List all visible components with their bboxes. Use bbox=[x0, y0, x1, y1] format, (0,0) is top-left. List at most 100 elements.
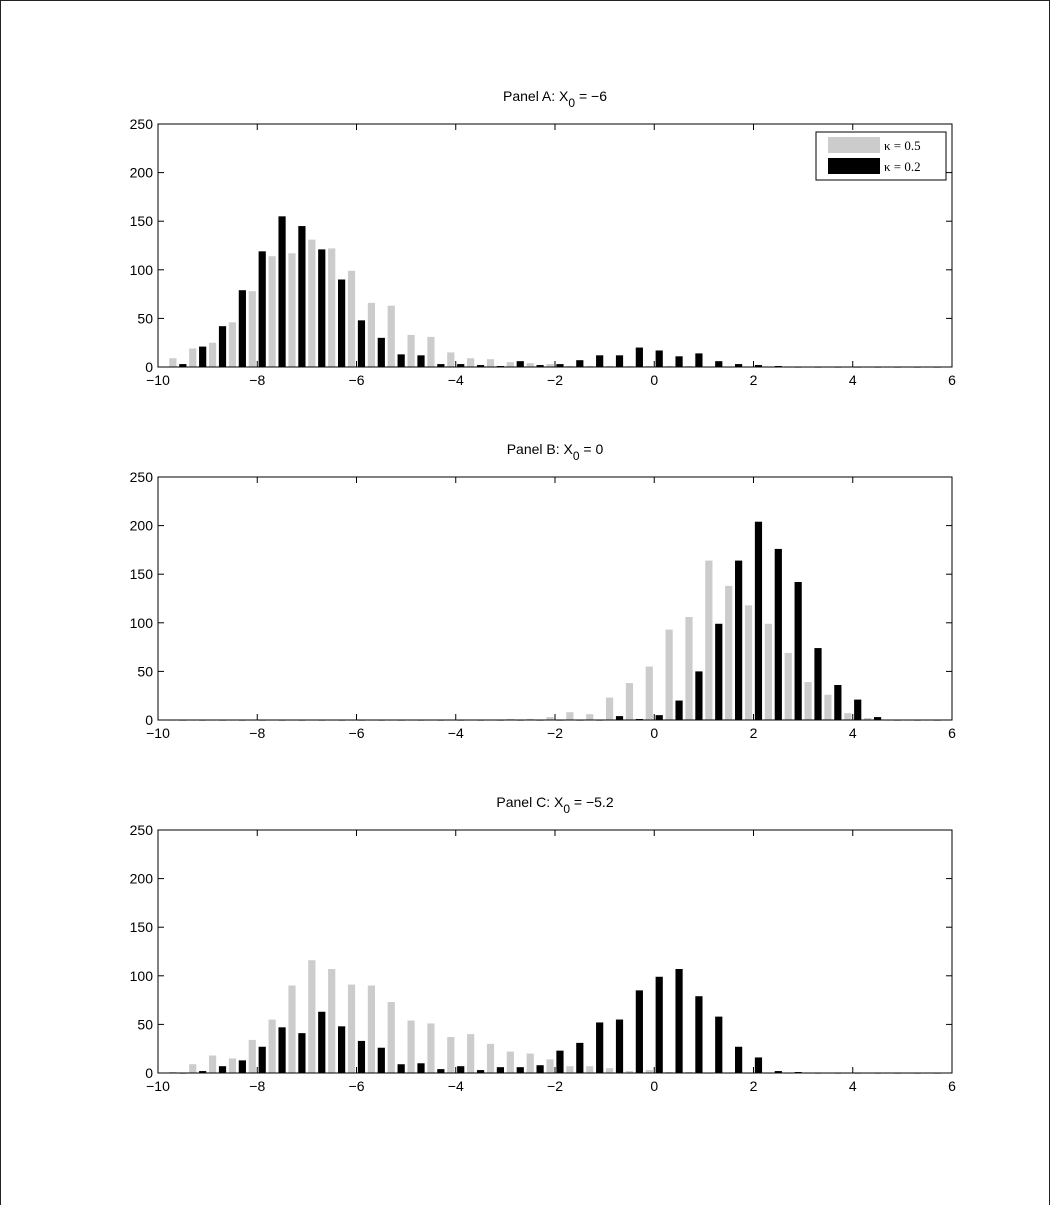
bar bbox=[556, 364, 564, 367]
bar bbox=[546, 717, 554, 720]
bar bbox=[655, 715, 663, 720]
bar bbox=[685, 616, 693, 720]
panel-c: Panel C: X0 = −5.2 −10 −8 −6 −4 −2 0 2 4 6 0 50 100 1… bbox=[130, 794, 956, 1094]
bar bbox=[486, 1043, 495, 1073]
bar bbox=[715, 1016, 723, 1073]
bar bbox=[268, 256, 276, 367]
bar bbox=[744, 605, 753, 720]
y-tick-label: 200 bbox=[130, 165, 154, 181]
legend-label: κ = 0.5 bbox=[884, 138, 921, 153]
x-tick-label: 0 bbox=[650, 725, 658, 741]
bar bbox=[387, 305, 395, 367]
bar bbox=[467, 358, 475, 367]
bar bbox=[437, 364, 445, 367]
y-tick-label: 250 bbox=[130, 469, 154, 485]
y-tick-label: 0 bbox=[145, 359, 153, 375]
bar bbox=[735, 1046, 743, 1073]
x-tick-label: −8 bbox=[249, 1078, 265, 1094]
bar bbox=[804, 682, 812, 720]
bar bbox=[844, 713, 852, 720]
x-tick-label: −8 bbox=[249, 372, 265, 388]
bar bbox=[318, 1011, 326, 1073]
legend-swatch bbox=[828, 158, 880, 174]
bar bbox=[357, 320, 366, 367]
bar bbox=[655, 350, 663, 367]
bar bbox=[615, 716, 624, 720]
bar bbox=[834, 685, 842, 720]
x-tick-label: −8 bbox=[249, 725, 265, 741]
bar bbox=[218, 326, 227, 367]
x-tick-label: 4 bbox=[849, 1078, 857, 1094]
bar bbox=[397, 1064, 405, 1073]
bar bbox=[516, 361, 524, 367]
bar bbox=[199, 1071, 207, 1073]
x-tick-label: −2 bbox=[547, 372, 563, 388]
bar bbox=[189, 348, 197, 367]
bar bbox=[407, 334, 415, 367]
panel-title: Panel B: X0 = 0 bbox=[507, 441, 604, 463]
x-tick-label: −2 bbox=[547, 1078, 563, 1094]
panel-b: Panel B: X0 = 0 −10 −8 −6 −4 −2 0 2 4 6 0 50 100 150 2… bbox=[130, 441, 956, 741]
bar bbox=[526, 1053, 534, 1073]
x-tick-label: 2 bbox=[750, 725, 758, 741]
x-tick-label: −4 bbox=[448, 725, 464, 741]
bar bbox=[556, 1050, 564, 1073]
bar bbox=[476, 365, 485, 367]
y-tick-label: 0 bbox=[145, 1065, 153, 1081]
bar bbox=[854, 699, 862, 720]
bar bbox=[308, 960, 316, 1073]
bar bbox=[447, 1037, 455, 1073]
bar bbox=[695, 671, 703, 720]
bar bbox=[586, 714, 594, 720]
y-tick-label: 200 bbox=[130, 871, 154, 887]
bar bbox=[645, 666, 653, 720]
bar bbox=[258, 251, 266, 367]
bar bbox=[208, 1055, 217, 1073]
bar bbox=[308, 239, 316, 367]
x-tick-label: −6 bbox=[349, 372, 365, 388]
bar bbox=[635, 347, 643, 367]
panel-title: Panel A: X0 = −6 bbox=[503, 88, 607, 110]
bar bbox=[675, 356, 683, 367]
y-tick-label: 50 bbox=[137, 310, 153, 326]
bar bbox=[447, 352, 455, 367]
y-tick-label: 200 bbox=[130, 518, 154, 534]
x-tick-label: 6 bbox=[948, 1078, 956, 1094]
bar bbox=[695, 996, 703, 1073]
bar bbox=[596, 1022, 604, 1073]
bar bbox=[268, 1019, 276, 1073]
bar bbox=[328, 248, 336, 367]
bar bbox=[208, 342, 217, 367]
bar bbox=[764, 623, 772, 720]
bar bbox=[457, 1066, 465, 1073]
bar bbox=[228, 322, 237, 367]
bar bbox=[665, 629, 673, 720]
bar bbox=[496, 1067, 505, 1073]
x-tick-label: −10 bbox=[146, 725, 170, 741]
bar bbox=[754, 1057, 763, 1073]
x-tick-label: 6 bbox=[948, 725, 956, 741]
bar bbox=[238, 1060, 246, 1073]
bar bbox=[576, 1042, 584, 1073]
bar bbox=[338, 1026, 346, 1073]
bar bbox=[467, 1034, 475, 1073]
bar bbox=[873, 717, 882, 720]
bar bbox=[377, 1047, 385, 1073]
x-tick-label: 4 bbox=[849, 372, 857, 388]
bar bbox=[536, 365, 544, 367]
bar bbox=[546, 1059, 554, 1073]
axes-box bbox=[157, 829, 953, 1074]
bar bbox=[407, 1020, 415, 1073]
bar bbox=[536, 1065, 544, 1073]
legend: κ = 0.5 κ = 0.2 bbox=[815, 131, 947, 181]
bar bbox=[417, 355, 425, 367]
y-tick-label: 100 bbox=[130, 968, 154, 984]
bar bbox=[318, 249, 326, 367]
bar bbox=[625, 683, 634, 720]
x-tick-label: 0 bbox=[650, 372, 658, 388]
bar bbox=[625, 1071, 634, 1073]
bar bbox=[675, 969, 683, 1073]
x-tick-label: 2 bbox=[750, 372, 758, 388]
x-tick-label: −4 bbox=[448, 372, 464, 388]
